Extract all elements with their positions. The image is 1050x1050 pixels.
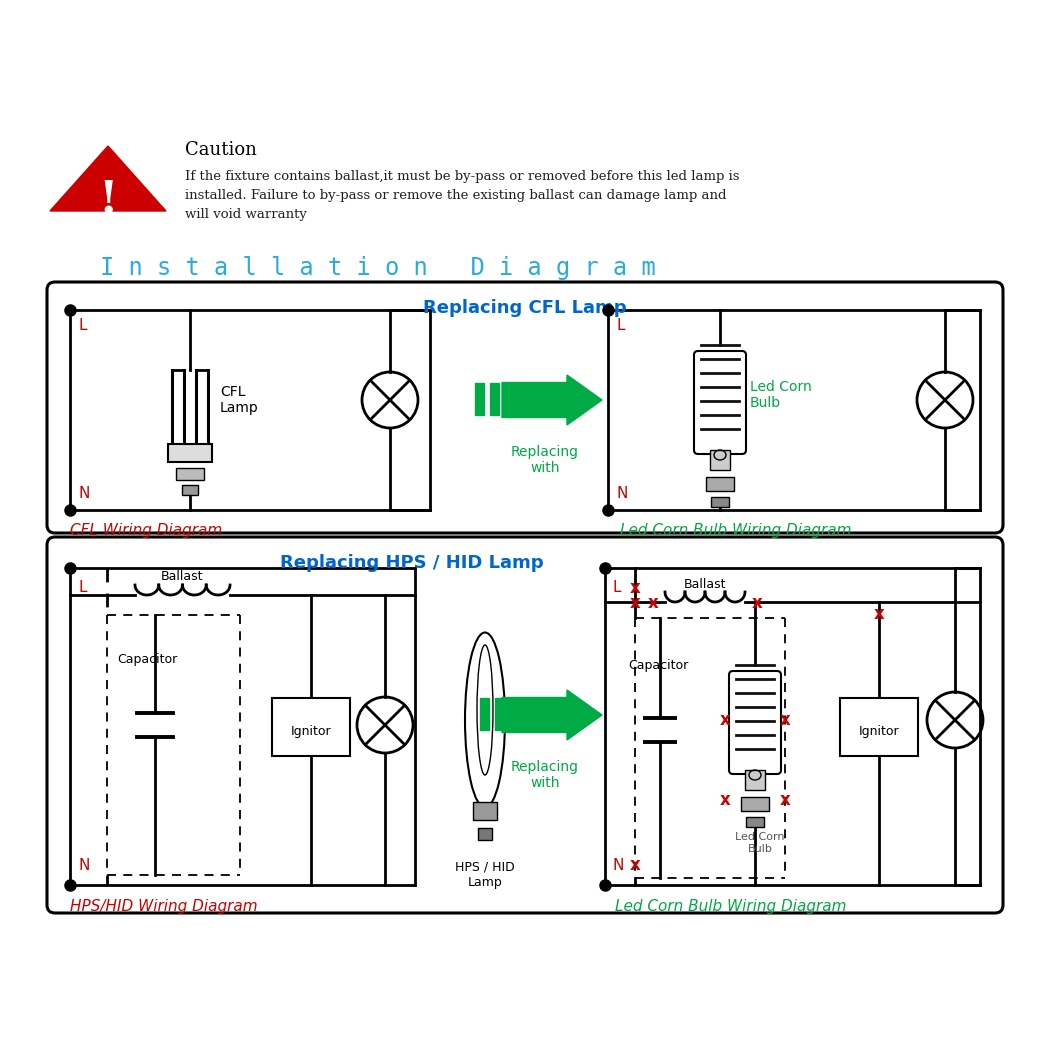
FancyBboxPatch shape [168,444,212,462]
FancyBboxPatch shape [478,828,492,840]
Text: Ballast: Ballast [161,570,204,584]
Text: Ignitor: Ignitor [291,726,332,738]
Text: HPS / HID
Lamp: HPS / HID Lamp [455,861,514,889]
Text: N: N [613,858,625,873]
Text: Led Corn Bulb Wiring Diagram: Led Corn Bulb Wiring Diagram [615,900,846,915]
FancyBboxPatch shape [694,351,746,454]
Text: with: with [530,776,560,790]
FancyBboxPatch shape [510,698,519,730]
Text: Ignitor: Ignitor [859,726,899,738]
Polygon shape [50,146,166,211]
FancyBboxPatch shape [272,698,350,756]
FancyBboxPatch shape [840,698,918,756]
FancyArrow shape [502,690,602,740]
Text: x: x [874,605,884,623]
FancyBboxPatch shape [706,477,734,491]
Text: Caution: Caution [185,141,257,159]
Text: x: x [779,791,791,808]
Text: If the fixture contains ballast,it must be by-pass or removed before this led la: If the fixture contains ballast,it must … [185,170,739,220]
Text: x: x [752,594,762,612]
FancyBboxPatch shape [495,698,504,730]
FancyBboxPatch shape [475,383,484,415]
Text: x: x [719,791,731,808]
Text: L: L [78,318,86,334]
Text: x: x [779,711,791,729]
Text: Replacing CFL Lamp: Replacing CFL Lamp [423,299,627,317]
FancyArrow shape [502,375,602,425]
Text: x: x [719,711,731,729]
FancyBboxPatch shape [480,698,489,730]
FancyBboxPatch shape [490,383,499,415]
FancyBboxPatch shape [729,671,781,774]
Text: CFL Wiring Diagram: CFL Wiring Diagram [70,523,223,538]
Text: x: x [630,856,640,874]
FancyBboxPatch shape [47,537,1003,914]
Text: N: N [616,486,628,502]
Text: HPS/HID Wiring Diagram: HPS/HID Wiring Diagram [70,900,257,915]
Text: L: L [78,581,86,595]
Text: Replacing: Replacing [511,445,579,459]
Text: x: x [630,579,640,597]
Text: I n s t a l l a t i o n   D i a g r a m: I n s t a l l a t i o n D i a g r a m [100,256,656,280]
Text: Ballast: Ballast [684,578,727,590]
Text: L: L [616,318,625,334]
FancyBboxPatch shape [176,468,204,480]
FancyBboxPatch shape [746,770,765,790]
Text: N: N [78,858,89,873]
Text: Replacing: Replacing [511,760,579,774]
Text: x: x [630,594,640,612]
Text: !: ! [99,178,118,222]
Text: Led Corn
Bulb: Led Corn Bulb [750,380,812,411]
Text: Led Corn
Bulb: Led Corn Bulb [735,833,784,854]
Text: x: x [648,594,658,612]
FancyBboxPatch shape [741,797,769,811]
FancyBboxPatch shape [47,282,1003,533]
Text: with: with [530,461,560,475]
Text: Led Corn Bulb Wiring Diagram: Led Corn Bulb Wiring Diagram [620,523,852,538]
Text: Capacitor: Capacitor [628,658,688,672]
FancyBboxPatch shape [472,802,497,820]
FancyBboxPatch shape [505,383,514,415]
Text: Capacitor: Capacitor [117,653,177,667]
Text: CFL
Lamp: CFL Lamp [220,385,258,415]
FancyBboxPatch shape [182,485,198,495]
FancyBboxPatch shape [711,497,729,507]
Text: Replacing HPS / HID Lamp: Replacing HPS / HID Lamp [280,554,544,572]
Text: N: N [78,486,89,502]
FancyBboxPatch shape [710,450,730,470]
FancyBboxPatch shape [746,817,764,827]
Text: L: L [613,581,622,595]
